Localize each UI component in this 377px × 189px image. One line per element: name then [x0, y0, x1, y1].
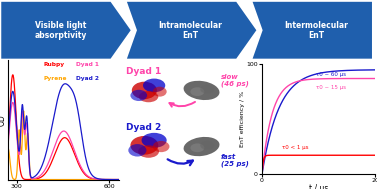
Text: Dyad 1: Dyad 1	[126, 67, 161, 76]
Polygon shape	[127, 2, 256, 59]
Polygon shape	[1, 2, 131, 59]
Text: τ0 < 1 μs: τ0 < 1 μs	[282, 145, 308, 150]
Ellipse shape	[190, 87, 204, 96]
Text: Pyrene: Pyrene	[43, 76, 67, 81]
Text: fast
(25 ps): fast (25 ps)	[221, 153, 249, 167]
Ellipse shape	[153, 87, 167, 97]
Text: Dyad 1: Dyad 1	[77, 62, 100, 67]
X-axis label: t / μs: t / μs	[309, 184, 328, 189]
Ellipse shape	[184, 81, 219, 100]
Text: Intramolecular
EnT: Intramolecular EnT	[158, 21, 222, 40]
Ellipse shape	[132, 82, 157, 99]
Ellipse shape	[128, 144, 146, 156]
Ellipse shape	[138, 145, 159, 158]
Text: Dyad 2: Dyad 2	[77, 76, 100, 81]
Ellipse shape	[143, 79, 165, 92]
Ellipse shape	[139, 91, 158, 102]
Ellipse shape	[153, 141, 170, 152]
Text: Rubpy: Rubpy	[43, 62, 64, 67]
Text: τ0 ~ 60 μs: τ0 ~ 60 μs	[316, 72, 346, 77]
Y-axis label: EnT efficiency / %: EnT efficiency / %	[240, 91, 245, 147]
Ellipse shape	[200, 85, 214, 94]
Text: Visible light
absorptivity: Visible light absorptivity	[35, 21, 87, 40]
Y-axis label: OD: OD	[0, 114, 6, 126]
Polygon shape	[253, 2, 372, 59]
FancyArrowPatch shape	[168, 159, 193, 165]
Ellipse shape	[130, 90, 147, 101]
Ellipse shape	[184, 137, 219, 156]
Ellipse shape	[130, 136, 158, 155]
Text: τ0 ~ 15 μs: τ0 ~ 15 μs	[316, 85, 346, 90]
Ellipse shape	[200, 141, 214, 150]
Ellipse shape	[190, 143, 204, 152]
FancyArrowPatch shape	[170, 102, 195, 107]
Text: Intermolecular
EnT: Intermolecular EnT	[284, 21, 348, 40]
Ellipse shape	[142, 133, 167, 148]
Text: Dyad 2: Dyad 2	[126, 123, 161, 132]
Text: slow
(46 ps): slow (46 ps)	[221, 74, 249, 87]
